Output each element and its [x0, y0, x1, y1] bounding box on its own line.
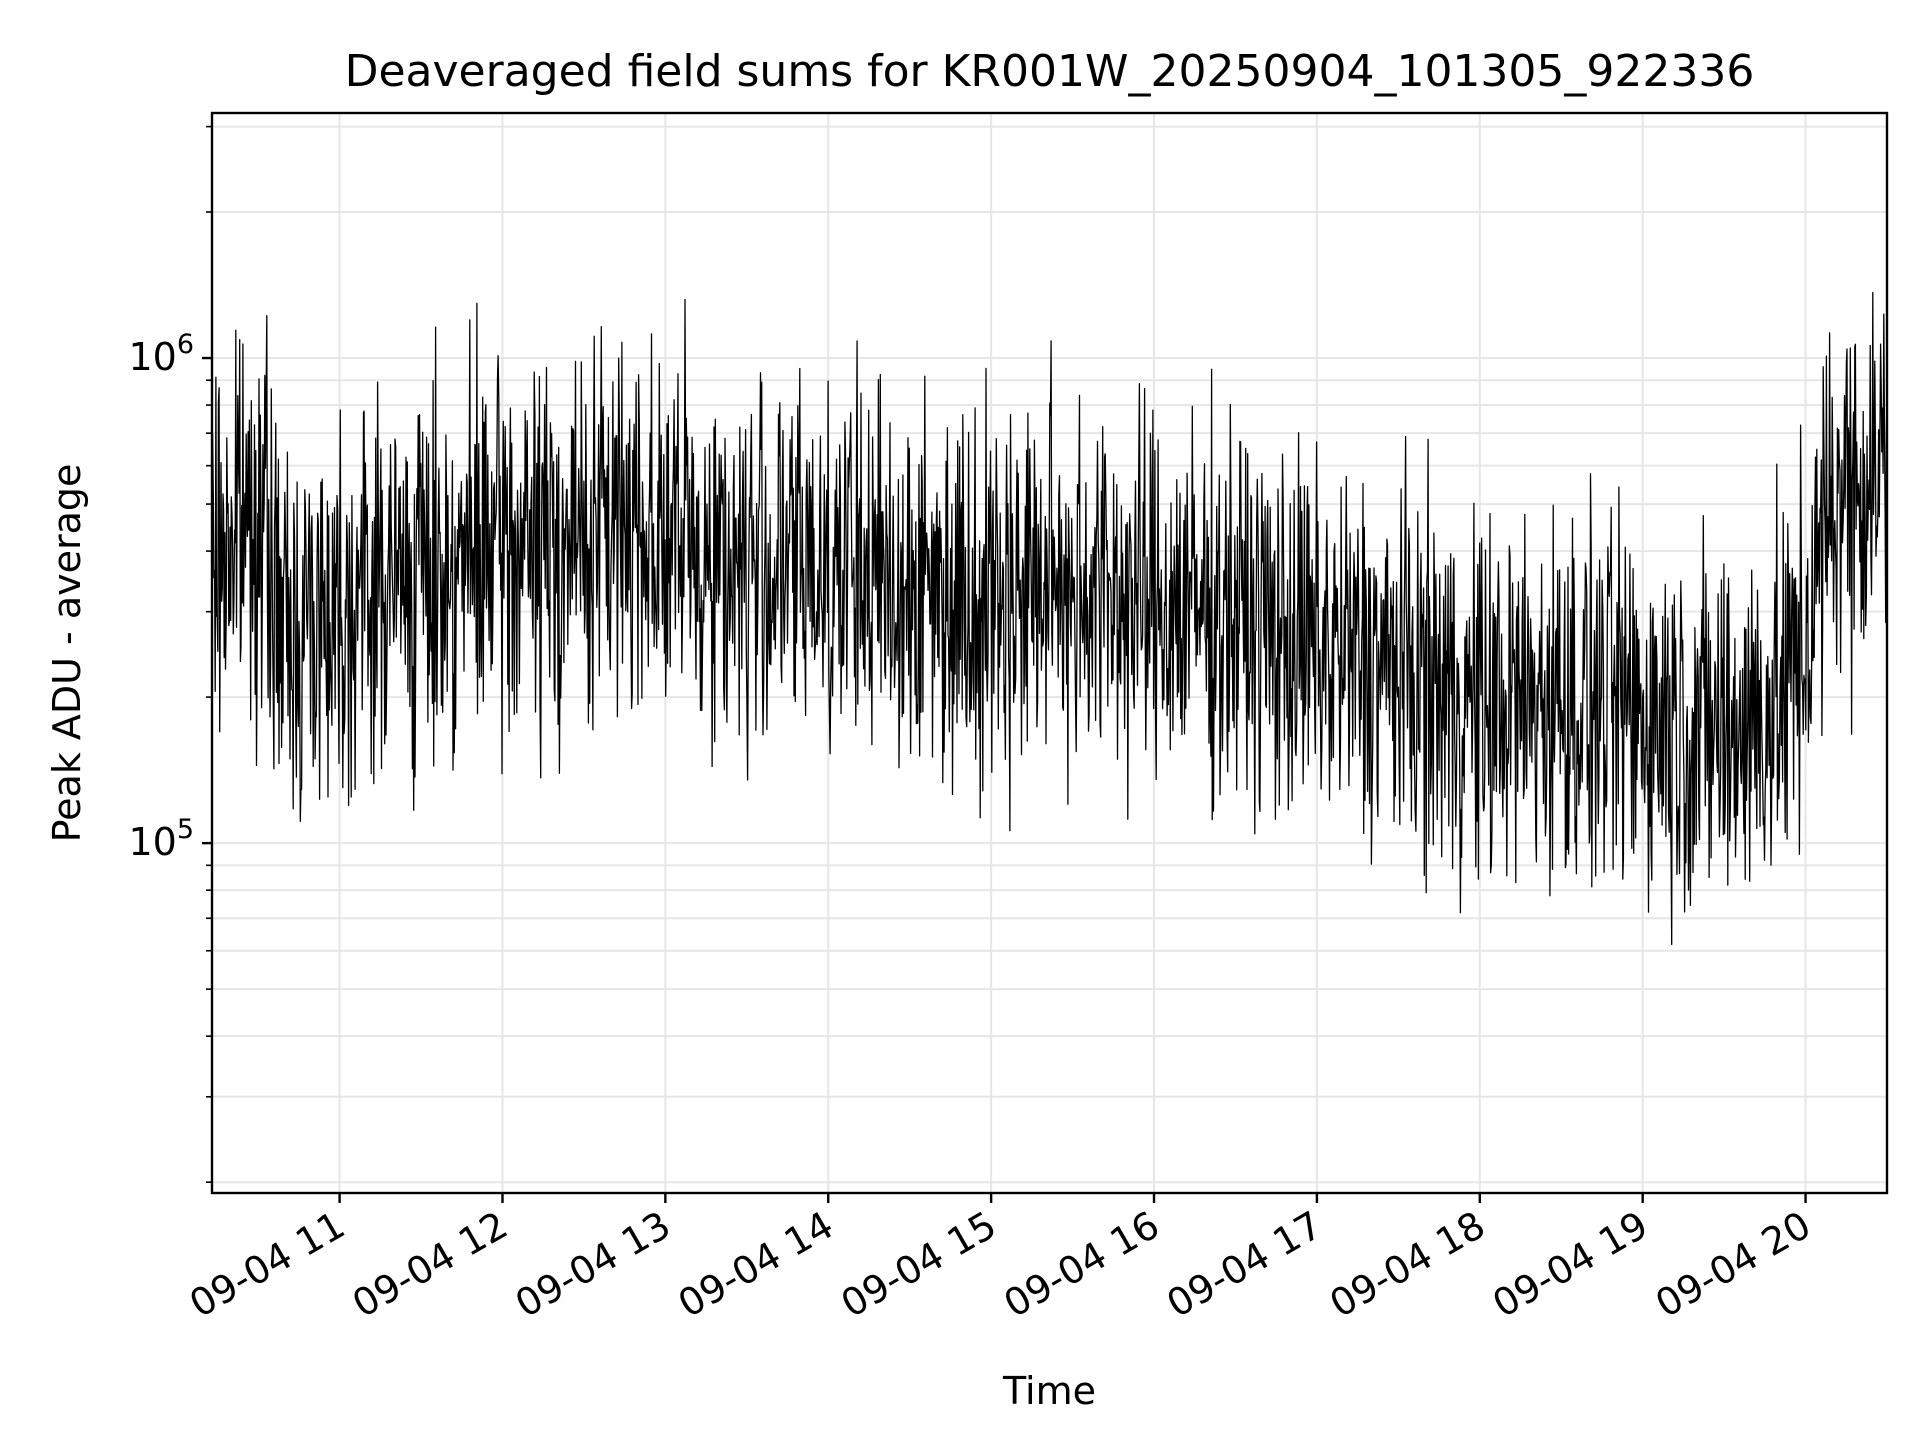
x-tick-label: 09-04 18 [1322, 1203, 1492, 1327]
chart-title: Deaveraged field sums for KR001W_2025090… [345, 46, 1755, 97]
x-tick-label: 09-04 12 [345, 1203, 515, 1327]
x-tick-label: 09-04 11 [182, 1203, 352, 1327]
y-ticks: 105 106 [128, 125, 212, 1183]
y-tick-label: 106 [128, 329, 194, 379]
x-tick-label: 09-04 20 [1648, 1203, 1818, 1327]
x-tick-label: 09-04 17 [1159, 1203, 1329, 1327]
y-tick-label: 105 [128, 814, 194, 864]
x-tick-label: 09-04 19 [1485, 1203, 1655, 1327]
x-tick-label: 09-04 15 [834, 1203, 1004, 1327]
x-tick-label: 09-04 14 [671, 1203, 841, 1327]
series-line-group [211, 291, 1888, 946]
x-axis-label: Time [1002, 1369, 1096, 1413]
plot-frame [210, 111, 1889, 1195]
y-axis-label: Peak ADU - average [45, 464, 89, 843]
x-tick-label: 09-04 13 [508, 1203, 678, 1327]
x-tick-label: 09-04 16 [997, 1203, 1167, 1327]
series-line [211, 291, 1888, 946]
